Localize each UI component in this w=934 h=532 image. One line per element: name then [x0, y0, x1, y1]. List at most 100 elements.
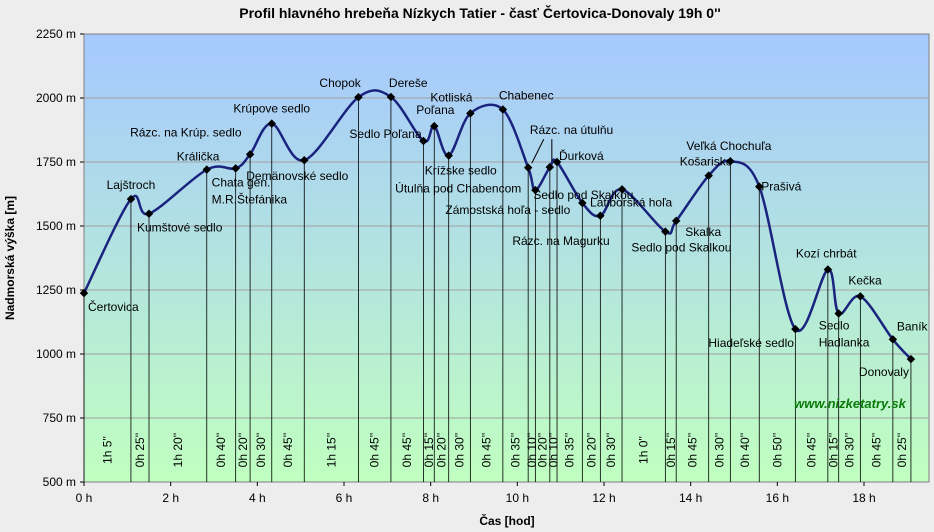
waypoint-marker: [856, 292, 865, 301]
waypoint-label: Rázc. na Krúp. sedlo: [130, 125, 242, 139]
segment-duration-label: 0h 45'': [368, 433, 382, 468]
waypoint-marker: [466, 109, 475, 118]
segment-duration-label: 0h 25'': [895, 433, 909, 468]
waypoint-label: Chopok: [319, 76, 361, 90]
y-tick-label: 1000 m: [36, 347, 76, 361]
x-tick-label: 6 h: [336, 491, 353, 505]
waypoint-marker: [791, 324, 800, 334]
waypoint-label: Ďurková: [559, 148, 604, 163]
grid-lines: [84, 97, 929, 419]
segment-duration-label: 0h 45'': [805, 433, 819, 468]
waypoint-label: Čertovica: [88, 299, 139, 314]
waypoint-drop-lines: [83, 96, 912, 482]
waypoint-marker: [231, 164, 240, 173]
waypoint-marker: [888, 335, 898, 344]
y-axis-label: Nadmorská výška [m]: [3, 196, 17, 320]
segment-duration-label: 0h 30'': [604, 433, 618, 468]
waypoint-marker: [126, 194, 136, 204]
segment-duration-label: 0h 15'': [422, 433, 436, 468]
waypoint-label: Kozí chrbát: [796, 247, 857, 261]
x-tick-label: 4 h: [249, 491, 266, 505]
waypoint-label: Zámostská hoľa - sedlo: [445, 203, 570, 217]
waypoint-label: Lajštroch: [107, 178, 156, 192]
waypoint-marker: [300, 155, 309, 165]
y-axis-ticks: 500 m 750 m 1000 m 1250 m 1500 m 1750 m 2000 m…: [36, 27, 84, 489]
segment-duration-label: 0h 30'': [713, 433, 727, 468]
waypoint-marker: [386, 92, 396, 102]
segment-duration-label: 0h 40'': [214, 433, 228, 468]
waypoint-label: Chata gen. M.R.Štefánika: [212, 175, 288, 206]
waypoint-label: Košarisko: [680, 155, 733, 169]
waypoint-label: Sedlo Poľana: [349, 127, 422, 141]
segment-duration-label: 0h 30'': [843, 433, 857, 468]
y-tick-label: 500 m: [43, 475, 76, 489]
segment-duration-label: 0h 30'': [453, 433, 467, 468]
waypoint-marker: [430, 121, 439, 131]
waypoint-label: Poľana: [416, 103, 455, 117]
plot-area: [83, 33, 930, 483]
segment-duration-label: 1h 15'': [324, 433, 338, 468]
waypoint-label: Veľká Chochuľa: [686, 139, 771, 153]
segment-duration-label: 0h 20'': [584, 433, 598, 468]
segment-duration-label: 0h 45'': [870, 433, 884, 468]
callout-arrow: [531, 138, 545, 164]
x-tick-label: 2 h: [162, 491, 179, 505]
x-tick-label: 0 h: [76, 491, 93, 505]
segment-duration-label: 0h 45'': [480, 433, 494, 468]
x-tick-label: 12 h: [592, 491, 615, 505]
x-tick-label: 10 h: [506, 491, 529, 505]
waypoint-marker: [245, 150, 255, 159]
segment-duration-label: 0h 45'': [685, 433, 699, 468]
waypoint-marker: [354, 92, 363, 102]
waypoint-label: Sedlo pod Skalkou: [631, 241, 731, 255]
segment-duration-label: 0h 25'': [133, 433, 147, 468]
waypoint-marker: [906, 354, 916, 364]
waypoint-label: Prašivá: [761, 180, 801, 194]
waypoint-marker: [267, 119, 277, 128]
x-tick-label: 16 h: [766, 491, 789, 505]
waypoint-label: Donovaly: [859, 365, 909, 379]
segment-duration-label: 0h 40'': [738, 433, 752, 468]
waypoint-labels: Čertovica Lajštroch Kumštové sedlo Králička…: [88, 76, 929, 379]
waypoint-label: Latiborská hoľa: [590, 195, 673, 209]
chart-title: Profil hlavného hrebeňa Nízkych Tatier -…: [239, 4, 720, 21]
segment-duration-label: 0h 45'': [400, 433, 414, 468]
waypoint-label: Útulňa pod Chabencom: [395, 181, 521, 196]
waypoint-label: Králička: [177, 150, 220, 164]
waypoint-label: Krúpove sedlo: [233, 102, 310, 116]
x-tick-label: 14 h: [679, 491, 702, 505]
x-tick-label: 8 h: [422, 491, 439, 505]
segment-duration-label: 0h 10'': [525, 433, 539, 468]
waypoint-label: Demänovské sedlo: [246, 169, 348, 183]
segment-duration-label: 1h 20'': [171, 433, 185, 468]
waypoint-label: Sedlo pod Skalkou: [533, 188, 633, 202]
y-tick-label: 1750 m: [36, 155, 76, 169]
waypoint-label: Skalka: [685, 225, 721, 239]
waypoint-label: Rázc. na Magurku: [512, 234, 609, 248]
waypoint-label: Kotliská: [430, 90, 472, 104]
waypoint-label: Rázc. na útulňu: [530, 123, 613, 137]
waypoint-marker: [823, 265, 833, 274]
waypoint-label: Sedlo Hadlanka: [819, 319, 870, 350]
x-tick-label: 18 h: [852, 491, 875, 505]
waypoint-marker: [834, 309, 843, 318]
waypoint-label: Kumštové sedlo: [137, 221, 223, 235]
segment-duration-label: 1h 0'': [637, 436, 651, 464]
segment-duration-label: 0h 30'': [254, 433, 268, 468]
x-axis-label: Čas [hod]: [479, 513, 534, 528]
waypoint-label: Kečka: [848, 273, 882, 287]
y-tick-label: 2000 m: [36, 91, 76, 105]
waypoint-marker: [498, 105, 508, 114]
waypoint-label: Krížske sedlo: [425, 164, 497, 178]
segment-duration-label: 0h 45'': [281, 433, 295, 468]
y-tick-label: 1250 m: [36, 283, 76, 297]
segment-duration-label: 1h 5'': [100, 436, 114, 464]
segment-duration-label: 0h 20'': [236, 433, 250, 468]
y-tick-label: 750 m: [43, 411, 76, 425]
y-tick-label: 1500 m: [36, 219, 76, 233]
segment-duration-label: 0h 20'': [434, 433, 448, 468]
waypoint-marker: [79, 288, 89, 298]
segment-duration-label: 0h 15'': [664, 433, 678, 468]
segment-duration-label: 0h 20'': [536, 433, 550, 468]
